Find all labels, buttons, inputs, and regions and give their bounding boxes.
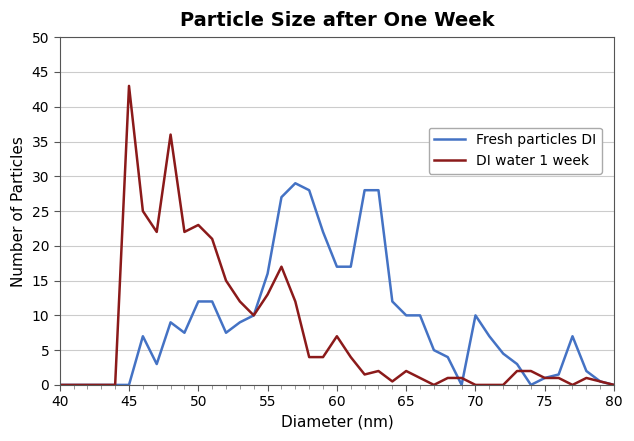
Fresh particles DI (583, 368, 590, 374)
Fresh particles DI (486, 333, 493, 339)
DI water 1 week (611, 382, 618, 388)
Fresh particles DI (389, 299, 396, 304)
Fresh particles DI (222, 330, 230, 336)
DI water 1 week (236, 299, 243, 304)
DI water 1 week (541, 375, 548, 381)
Fresh particles DI (139, 333, 146, 339)
Line: Fresh particles DI: Fresh particles DI (60, 183, 614, 385)
Line: DI water 1 week: DI water 1 week (60, 86, 614, 385)
Fresh particles DI (527, 382, 534, 388)
DI water 1 week (181, 229, 188, 235)
DI water 1 week (486, 382, 493, 388)
DI water 1 week (209, 236, 216, 242)
DI water 1 week (583, 375, 590, 381)
Fresh particles DI (98, 382, 105, 388)
DI water 1 week (472, 382, 479, 388)
Fresh particles DI (597, 379, 604, 384)
DI water 1 week (320, 355, 327, 360)
Fresh particles DI (112, 382, 119, 388)
Fresh particles DI (209, 299, 216, 304)
DI water 1 week (306, 355, 313, 360)
DI water 1 week (458, 375, 465, 381)
Fresh particles DI (195, 299, 202, 304)
DI water 1 week (112, 382, 119, 388)
Fresh particles DI (347, 264, 354, 269)
DI water 1 week (139, 209, 146, 214)
DI water 1 week (125, 83, 133, 89)
DI water 1 week (375, 368, 382, 374)
DI water 1 week (417, 375, 424, 381)
Legend: Fresh particles DI, DI water 1 week: Fresh particles DI, DI water 1 week (429, 127, 602, 174)
Fresh particles DI (125, 382, 133, 388)
Fresh particles DI (361, 187, 368, 193)
X-axis label: Diameter (nm): Diameter (nm) (280, 415, 393, 430)
Fresh particles DI (153, 362, 160, 367)
DI water 1 week (264, 292, 271, 297)
DI water 1 week (153, 229, 160, 235)
DI water 1 week (361, 372, 368, 377)
DI water 1 week (222, 278, 230, 283)
DI water 1 week (569, 382, 576, 388)
DI water 1 week (500, 382, 507, 388)
DI water 1 week (403, 368, 410, 374)
Fresh particles DI (333, 264, 340, 269)
Fresh particles DI (56, 382, 63, 388)
Fresh particles DI (555, 372, 562, 377)
Fresh particles DI (375, 187, 382, 193)
Fresh particles DI (569, 333, 576, 339)
Fresh particles DI (444, 355, 451, 360)
Fresh particles DI (320, 229, 327, 235)
DI water 1 week (84, 382, 91, 388)
Fresh particles DI (541, 375, 548, 381)
Fresh particles DI (292, 181, 299, 186)
Fresh particles DI (514, 362, 521, 367)
Fresh particles DI (500, 351, 507, 356)
DI water 1 week (167, 132, 174, 137)
Fresh particles DI (250, 313, 257, 318)
DI water 1 week (444, 375, 451, 381)
DI water 1 week (389, 379, 396, 384)
Fresh particles DI (611, 382, 618, 388)
DI water 1 week (527, 368, 534, 374)
Fresh particles DI (472, 313, 479, 318)
Fresh particles DI (167, 320, 174, 325)
DI water 1 week (70, 382, 77, 388)
Fresh particles DI (403, 313, 410, 318)
DI water 1 week (56, 382, 63, 388)
DI water 1 week (98, 382, 105, 388)
DI water 1 week (597, 379, 604, 384)
DI water 1 week (514, 368, 521, 374)
Fresh particles DI (458, 382, 465, 388)
DI water 1 week (430, 382, 437, 388)
Fresh particles DI (264, 271, 271, 277)
Fresh particles DI (236, 320, 243, 325)
DI water 1 week (333, 333, 340, 339)
DI water 1 week (347, 355, 354, 360)
Fresh particles DI (306, 187, 313, 193)
Fresh particles DI (417, 313, 424, 318)
DI water 1 week (555, 375, 562, 381)
Fresh particles DI (278, 194, 285, 200)
DI water 1 week (195, 222, 202, 228)
DI water 1 week (292, 299, 299, 304)
Fresh particles DI (84, 382, 91, 388)
Fresh particles DI (430, 348, 437, 353)
Y-axis label: Number of Particles: Number of Particles (11, 136, 26, 287)
Fresh particles DI (70, 382, 77, 388)
DI water 1 week (250, 313, 257, 318)
Fresh particles DI (181, 330, 188, 336)
Title: Particle Size after One Week: Particle Size after One Week (179, 11, 494, 30)
DI water 1 week (278, 264, 285, 269)
